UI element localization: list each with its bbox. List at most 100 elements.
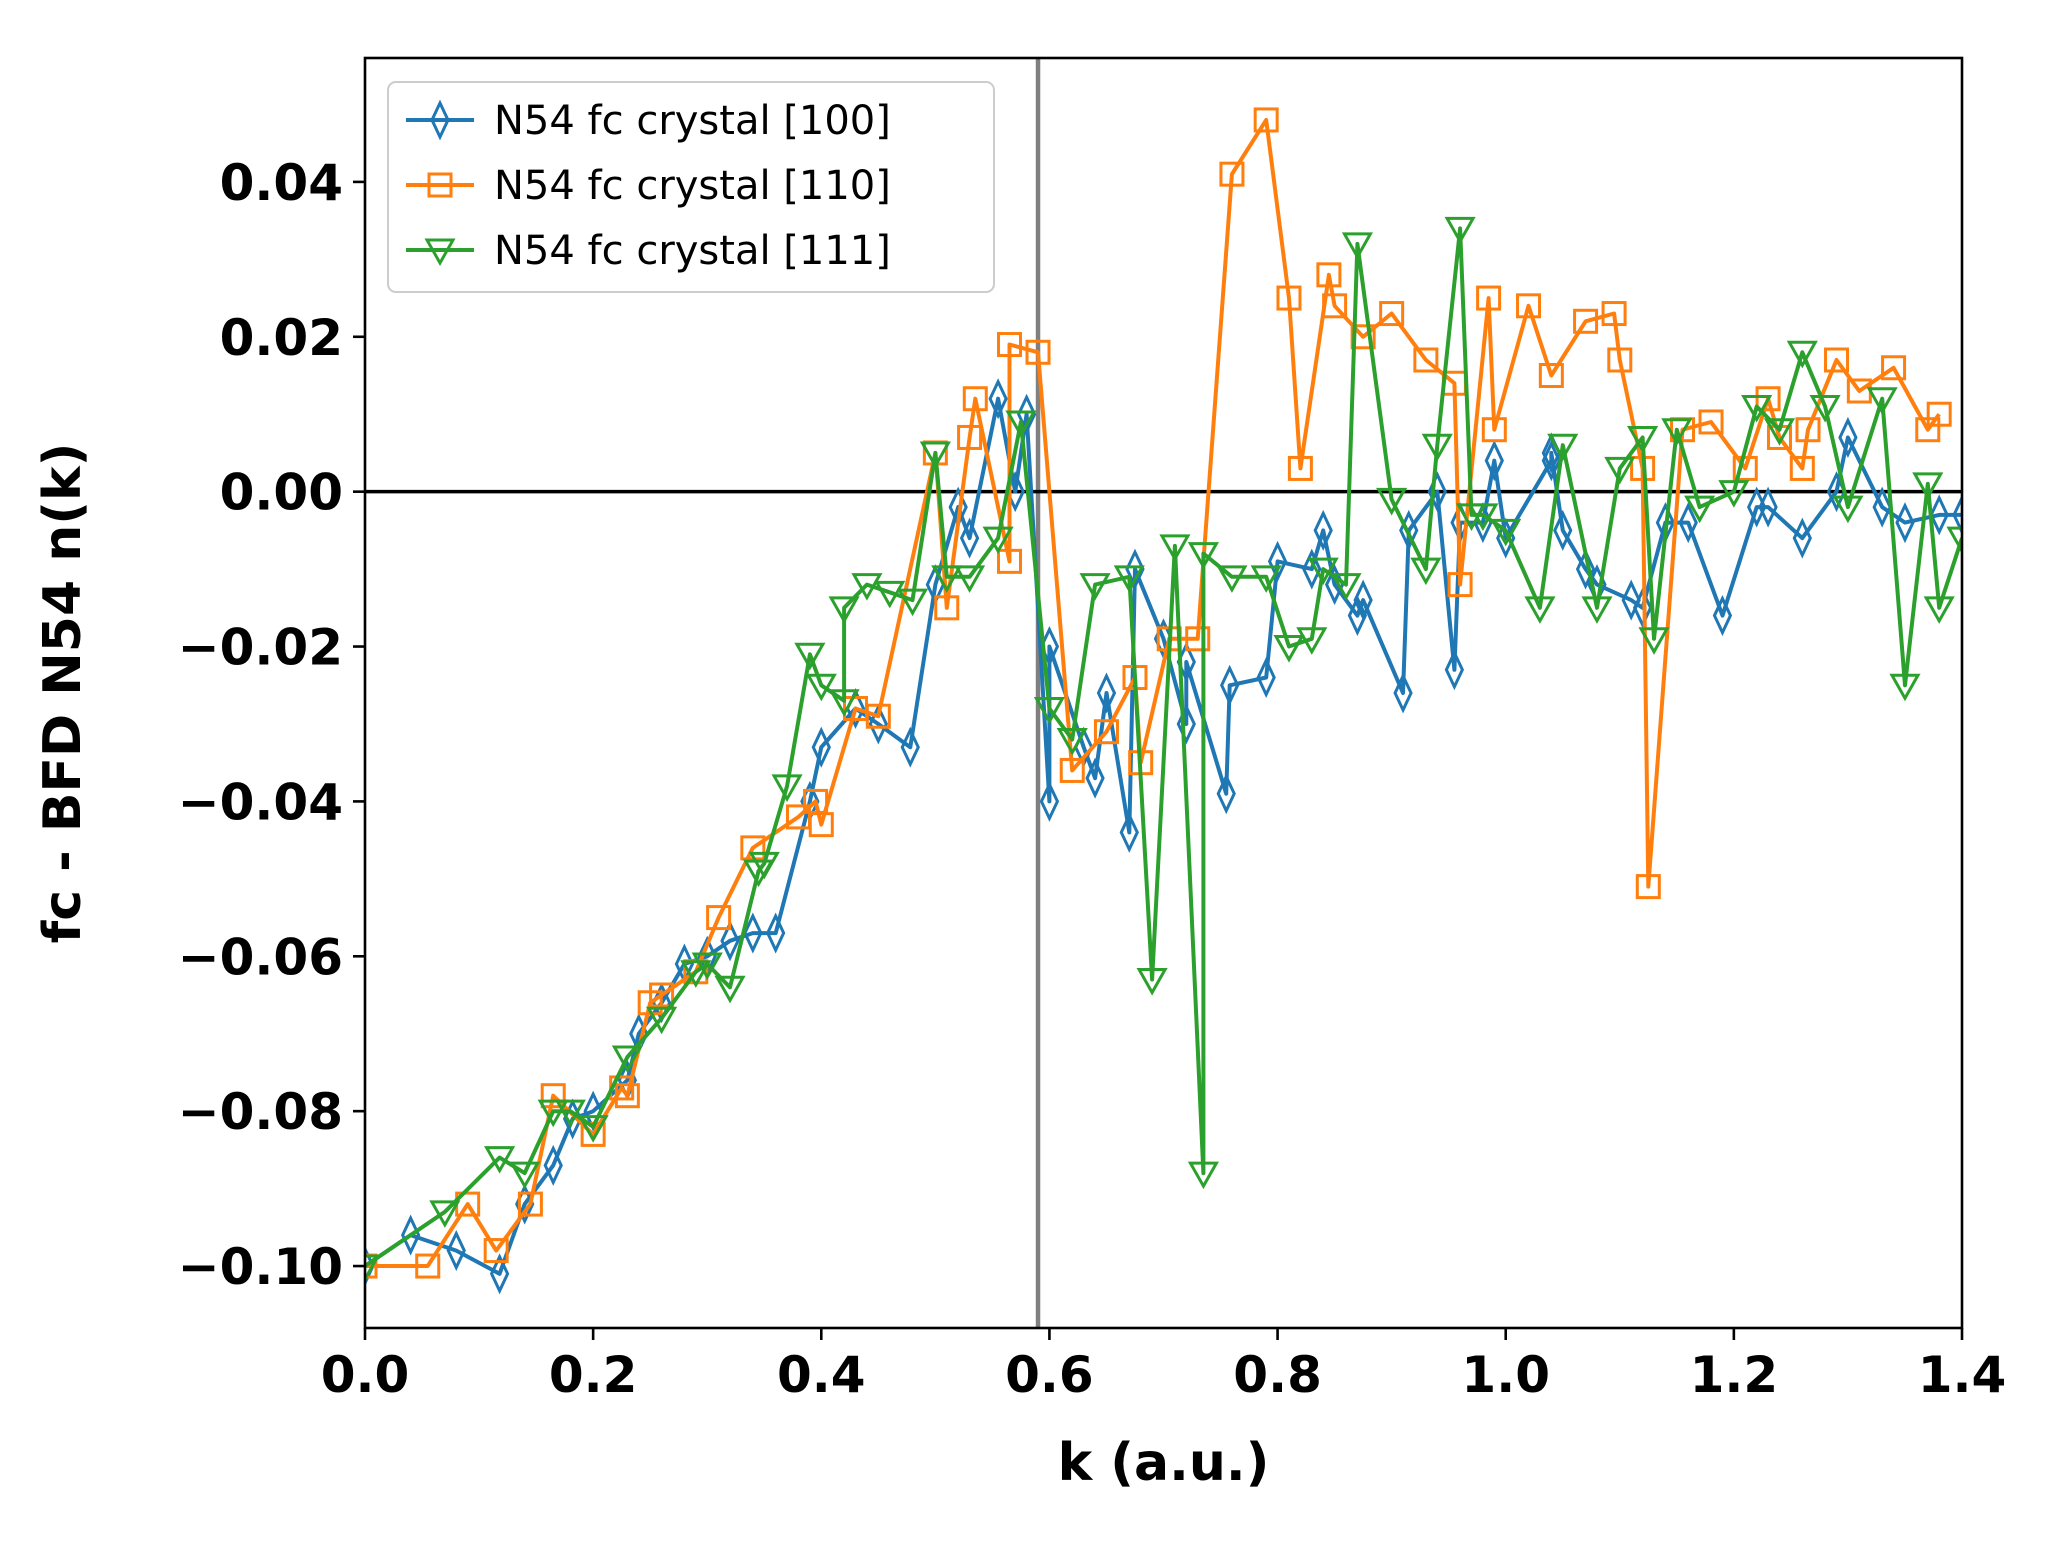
thin-diamond-marker: [1267, 540, 1288, 582]
square-marker: [1185, 626, 1211, 652]
thin-diamond-marker: [1353, 579, 1373, 621]
thin-diamond-marker: [1119, 811, 1139, 853]
triangle-down-marker: [611, 1045, 643, 1074]
x-tick-label: 0.2: [549, 1346, 638, 1404]
legend-label: N54 fc crystal [110]: [494, 163, 891, 209]
x-tick-label: 0.0: [321, 1346, 410, 1404]
triangle-down-marker: [1467, 503, 1499, 531]
x-tick-label: 1.4: [1918, 1346, 2007, 1404]
triangle-down-marker: [1341, 232, 1373, 260]
thin-diamond-marker: [430, 99, 450, 141]
triangle-down-marker: [1866, 387, 1898, 415]
square-marker: [957, 424, 983, 450]
square-marker: [934, 595, 960, 621]
triangle-down-marker: [646, 1006, 678, 1035]
triangle-down-marker: [1444, 216, 1476, 245]
square-marker: [1059, 757, 1085, 783]
series-line: [365, 226, 1962, 1268]
square-marker: [1219, 161, 1245, 187]
thin-diamond-marker: [1085, 757, 1105, 799]
triangle-down-marker: [828, 596, 860, 624]
triangle-down-marker: [1410, 557, 1442, 586]
square-marker: [483, 1238, 509, 1264]
square-marker: [1789, 455, 1815, 481]
thin-diamond-marker: [1792, 517, 1812, 559]
data-series: [365, 216, 1962, 1283]
y-tick-label: −0.04: [178, 773, 343, 831]
square-marker: [1276, 285, 1302, 311]
thin-diamond-marker: [765, 912, 786, 954]
square-marker: [1316, 262, 1342, 288]
square-marker: [1635, 874, 1661, 900]
square-marker: [962, 386, 988, 412]
triangle-down-marker: [1889, 673, 1921, 702]
square-marker: [1379, 301, 1405, 327]
square-marker: [1607, 347, 1633, 373]
triangle-down-marker: [1684, 495, 1716, 524]
triangle-down-marker: [1187, 542, 1219, 570]
thin-diamond-marker: [1096, 672, 1117, 714]
x-tick-label: 1.0: [1461, 1346, 1550, 1404]
data-series: [365, 107, 1952, 1279]
triangle-down-marker: [484, 1146, 516, 1174]
thin-diamond-marker: [1313, 509, 1333, 551]
square-marker: [1755, 386, 1781, 412]
thin-diamond-marker: [1256, 656, 1276, 699]
thin-diamond-marker: [1838, 416, 1858, 458]
thin-diamond-marker: [1216, 773, 1236, 815]
y-tick-label: 0.04: [220, 154, 343, 212]
triangle-down-marker: [805, 673, 837, 702]
y-tick-label: −0.02: [178, 619, 343, 677]
thin-diamond-marker: [1678, 502, 1698, 544]
square-marker: [997, 548, 1023, 574]
square-marker: [1573, 308, 1599, 334]
triangle-down-marker: [1056, 727, 1088, 756]
triangle-down-marker: [1832, 495, 1864, 524]
plot-frame: [363, 56, 1964, 1330]
thin-diamond-marker: [1712, 595, 1733, 637]
triangle-down-marker: [577, 1115, 609, 1143]
square-marker: [1881, 355, 1907, 381]
thin-diamond-marker: [1895, 502, 1915, 544]
thin-diamond-marker: [1125, 548, 1145, 590]
y-tick-label: −0.08: [178, 1083, 343, 1141]
triangle-down-marker: [954, 565, 986, 593]
y-tick-label: −0.06: [178, 928, 343, 986]
square-marker: [1926, 401, 1952, 427]
triangle-down-marker: [851, 573, 883, 601]
square-marker: [1025, 339, 1051, 365]
triangle-down-marker: [1604, 456, 1636, 485]
square-marker: [614, 1083, 640, 1109]
legend-entry: N54 fc crystal [100]: [406, 98, 891, 144]
triangle-down-marker: [1330, 573, 1362, 601]
thin-diamond-marker: [1952, 494, 1962, 536]
triangle-down-marker: [1786, 340, 1818, 369]
legend-entry: N54 fc crystal [111]: [406, 228, 891, 274]
triangle-down-marker: [1763, 418, 1796, 446]
triangle-down-marker: [748, 851, 780, 880]
triangle-down-marker: [1524, 596, 1556, 624]
triangle-down-marker: [1627, 425, 1659, 454]
thin-diamond-marker: [811, 726, 831, 768]
square-marker: [1516, 293, 1542, 319]
triangle-down-marker: [1376, 487, 1408, 516]
triangle-down-marker: [1718, 480, 1750, 508]
square-marker: [517, 1191, 543, 1217]
thin-diamond-marker: [1575, 548, 1596, 590]
thin-diamond-marker: [1016, 393, 1037, 435]
thin-diamond-marker: [1929, 494, 1949, 536]
triangle-down-marker: [365, 1254, 381, 1283]
thin-diamond-marker: [1220, 664, 1240, 706]
legend-box: [387, 81, 995, 293]
legend-entry: N54 fc crystal [110]: [406, 163, 891, 209]
thin-diamond-marker: [959, 517, 980, 559]
y-axis-title: fc - BFD N54 n(k): [33, 443, 93, 944]
square-marker: [1253, 107, 1279, 133]
x-axis-title: k (a.u.): [1058, 1433, 1270, 1493]
triangle-down-marker: [931, 565, 963, 593]
x-tick-label: 0.4: [777, 1346, 866, 1404]
series-line: [365, 118, 1941, 1268]
thin-diamond-marker: [988, 378, 1008, 420]
thin-diamond-marker: [1393, 672, 1413, 714]
